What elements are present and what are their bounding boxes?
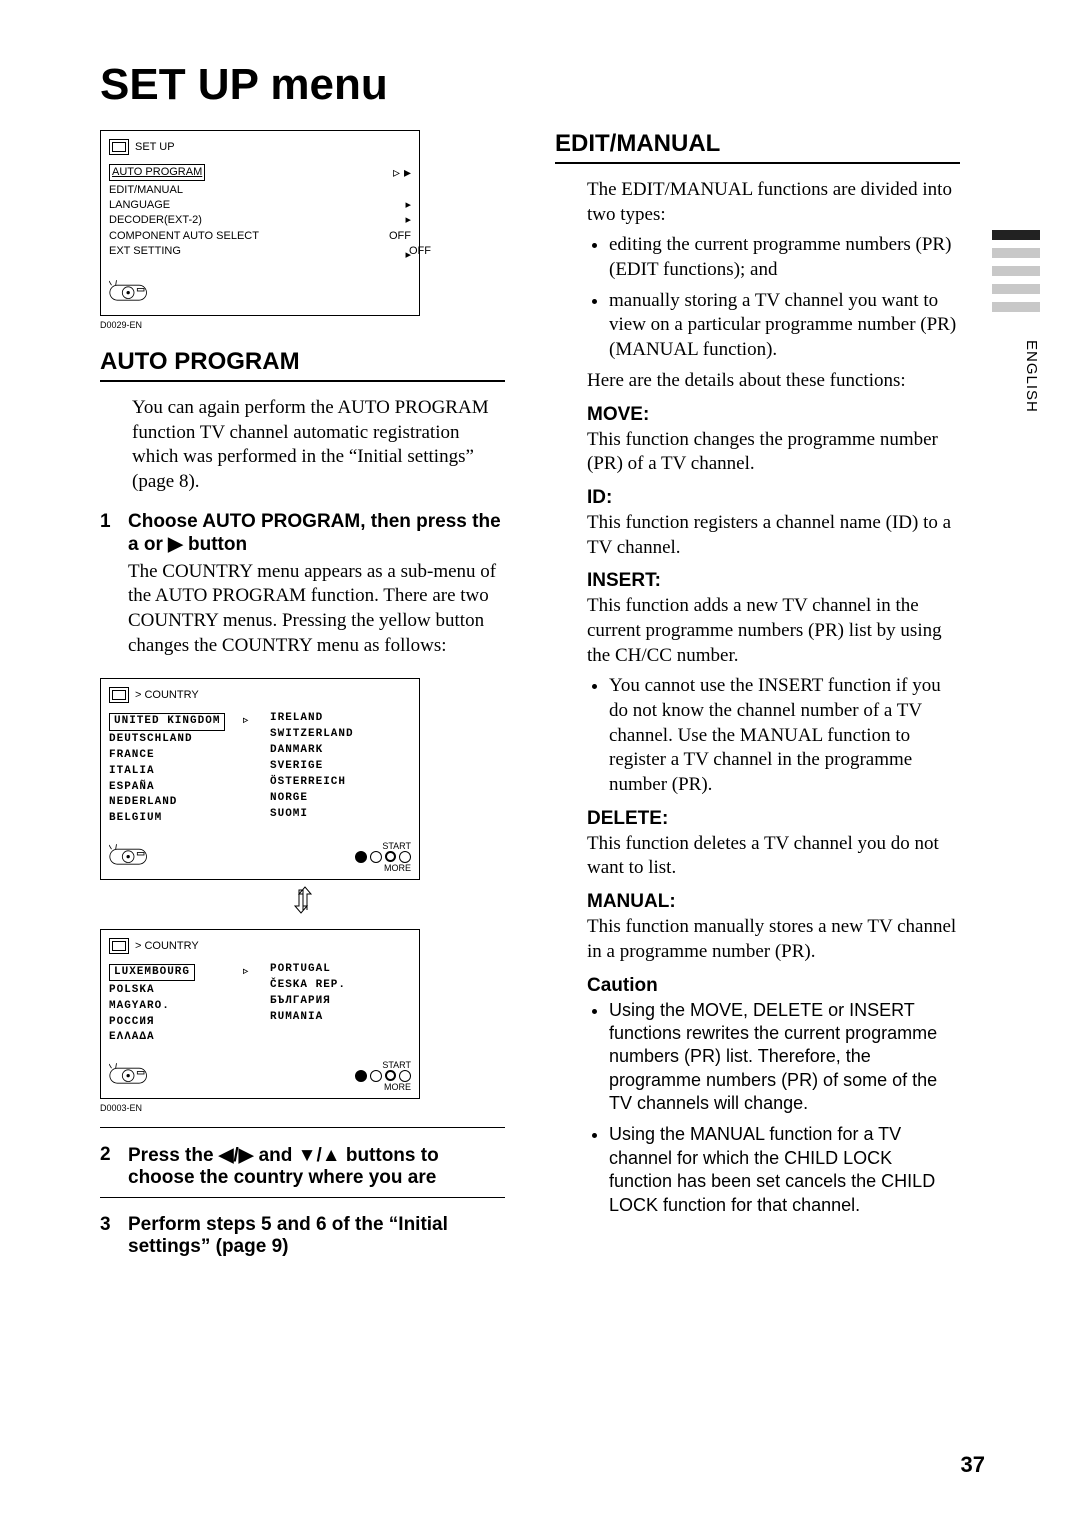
move-title: MOVE: <box>587 404 960 426</box>
osd-ref: D0003-EN <box>100 1103 505 1113</box>
country-osd-1: > COUNTRY UNITED KINGDOM ▹ DEUTSCHLAND F… <box>100 678 420 880</box>
arrow-icon: ▸ <box>371 248 411 263</box>
caution-title: Caution <box>587 975 960 997</box>
page-number: 37 <box>961 1452 985 1478</box>
edit-bullet: manually storing a TV channel you want t… <box>609 289 960 363</box>
language-tab: ENGLISH <box>1023 340 1040 413</box>
osd-item: AUTO PROGRAM <box>109 164 205 181</box>
step-number: 3 <box>100 1214 118 1262</box>
color-buttons: START MORE <box>355 1060 411 1092</box>
country-item: NEDERLAND <box>109 795 250 811</box>
country-item: MAGYARO. <box>109 999 250 1015</box>
country-item: BELGIUM <box>109 811 250 827</box>
country-item: LUXEMBOURG <box>109 964 195 982</box>
country-item: РОССИЯ <box>109 1015 250 1031</box>
caution-item: Using the MANUAL function for a TV chann… <box>609 1123 960 1217</box>
osd-title: SET UP <box>135 141 175 153</box>
step-3-head: Perform steps 5 and 6 of the “Initial se… <box>128 1214 505 1258</box>
step-1-body: The COUNTRY menu appears as a sub-menu o… <box>128 560 505 659</box>
section-auto-program: AUTO PROGRAM <box>100 348 505 382</box>
intro-text: You can again perform the AUTO PROGRAM f… <box>132 396 505 495</box>
country-item: SUOMI <box>270 807 411 823</box>
tab-bar <box>992 266 1040 276</box>
move-body: This function changes the programme numb… <box>587 428 960 477</box>
osd-value: OFF <box>409 245 431 257</box>
osd-item: LANGUAGE <box>109 198 371 213</box>
country-item: PORTUGAL <box>270 962 411 978</box>
osd-value: OFF <box>371 229 411 244</box>
arrow-icon: ▹ ▸ <box>393 163 411 183</box>
osd-title: > COUNTRY <box>135 940 199 952</box>
country-item: POLSKA <box>109 983 250 999</box>
country-item: DEUTSCHLAND <box>109 732 250 748</box>
tv-icon <box>109 139 129 155</box>
tab-bar <box>992 230 1040 240</box>
osd-ref: D0029-EN <box>100 320 505 330</box>
country-item: ITALIA <box>109 764 250 780</box>
cursor-icon: ▹ <box>233 962 250 982</box>
delete-body: This function deletes a TV channel you d… <box>587 832 960 881</box>
country-item: ESPAÑA <box>109 780 250 796</box>
tab-bar <box>992 302 1040 312</box>
country-item: SWITZERLAND <box>270 727 411 743</box>
country-item: DANMARK <box>270 743 411 759</box>
country-item: БЪЛГАРИЯ <box>270 994 411 1010</box>
osd-item: COMPONENT AUTO SELECT <box>109 229 371 244</box>
left-column: SET UP AUTO PROGRAM ▹ ▸ EDIT/MANUAL LANG… <box>100 130 505 1276</box>
osd-item: DECODER(EXT-2) <box>109 213 371 228</box>
country-item: SVERIGE <box>270 759 411 775</box>
country-osd-2: > COUNTRY LUXEMBOURG ▹ POLSKA MAGYARO. Р… <box>100 929 420 1099</box>
id-body: This function registers a channel name (… <box>587 511 960 560</box>
side-tab: ENGLISH <box>992 230 1040 413</box>
osd-item: EDIT/MANUAL <box>109 183 371 198</box>
insert-body: This function adds a new TV channel in t… <box>587 594 960 668</box>
setup-osd: SET UP AUTO PROGRAM ▹ ▸ EDIT/MANUAL LANG… <box>100 130 420 316</box>
country-item: ΕΛΛΑΔΑ <box>109 1030 250 1046</box>
country-item: ČESKA REP. <box>270 978 411 994</box>
delete-title: DELETE: <box>587 808 960 830</box>
tv-icon <box>109 938 129 954</box>
step-1-head: Choose AUTO PROGRAM, then press the a or… <box>128 511 505 556</box>
remote-icon <box>109 1060 159 1092</box>
edit-bullet: editing the current programme numbers (P… <box>609 233 960 282</box>
swap-arrow-icon <box>100 886 505 919</box>
arrow-icon: ▸ <box>371 213 411 228</box>
insert-bullet: You cannot use the INSERT function if yo… <box>609 674 960 797</box>
country-item: ÖSTERREICH <box>270 775 411 791</box>
cursor-icon: ▹ <box>233 711 250 731</box>
step-number: 1 <box>100 511 118 665</box>
id-title: ID: <box>587 487 960 509</box>
step-2-head: Press the ◀/▶ and ▼/▲ buttons to choose … <box>128 1144 505 1189</box>
country-item: UNITED KINGDOM <box>109 713 225 731</box>
osd-title: > COUNTRY <box>135 689 199 701</box>
country-item: IRELAND <box>270 711 411 727</box>
country-item: FRANCE <box>109 748 250 764</box>
country-item: NORGE <box>270 791 411 807</box>
edit-lead2: Here are the details about these functio… <box>587 369 960 394</box>
step-number: 2 <box>100 1144 118 1193</box>
remote-icon <box>109 841 159 873</box>
color-buttons: START MORE <box>355 841 411 873</box>
tab-bar <box>992 248 1040 258</box>
tv-icon <box>109 687 129 703</box>
manual-title: MANUAL: <box>587 891 960 913</box>
insert-title: INSERT: <box>587 570 960 592</box>
page-title: SET UP menu <box>100 60 990 110</box>
section-edit-manual: EDIT/MANUAL <box>555 130 960 164</box>
country-item: RUMANIA <box>270 1010 411 1026</box>
tab-bar <box>992 284 1040 294</box>
edit-intro: The EDIT/MANUAL functions are divided in… <box>587 178 960 227</box>
caution-item: Using the MOVE, DELETE or INSERT functio… <box>609 999 960 1116</box>
right-column: EDIT/MANUAL The EDIT/MANUAL functions ar… <box>555 130 990 1276</box>
manual-body: This function manually stores a new TV c… <box>587 915 960 964</box>
remote-icon <box>109 277 159 309</box>
arrow-icon: ▸ <box>371 198 411 213</box>
